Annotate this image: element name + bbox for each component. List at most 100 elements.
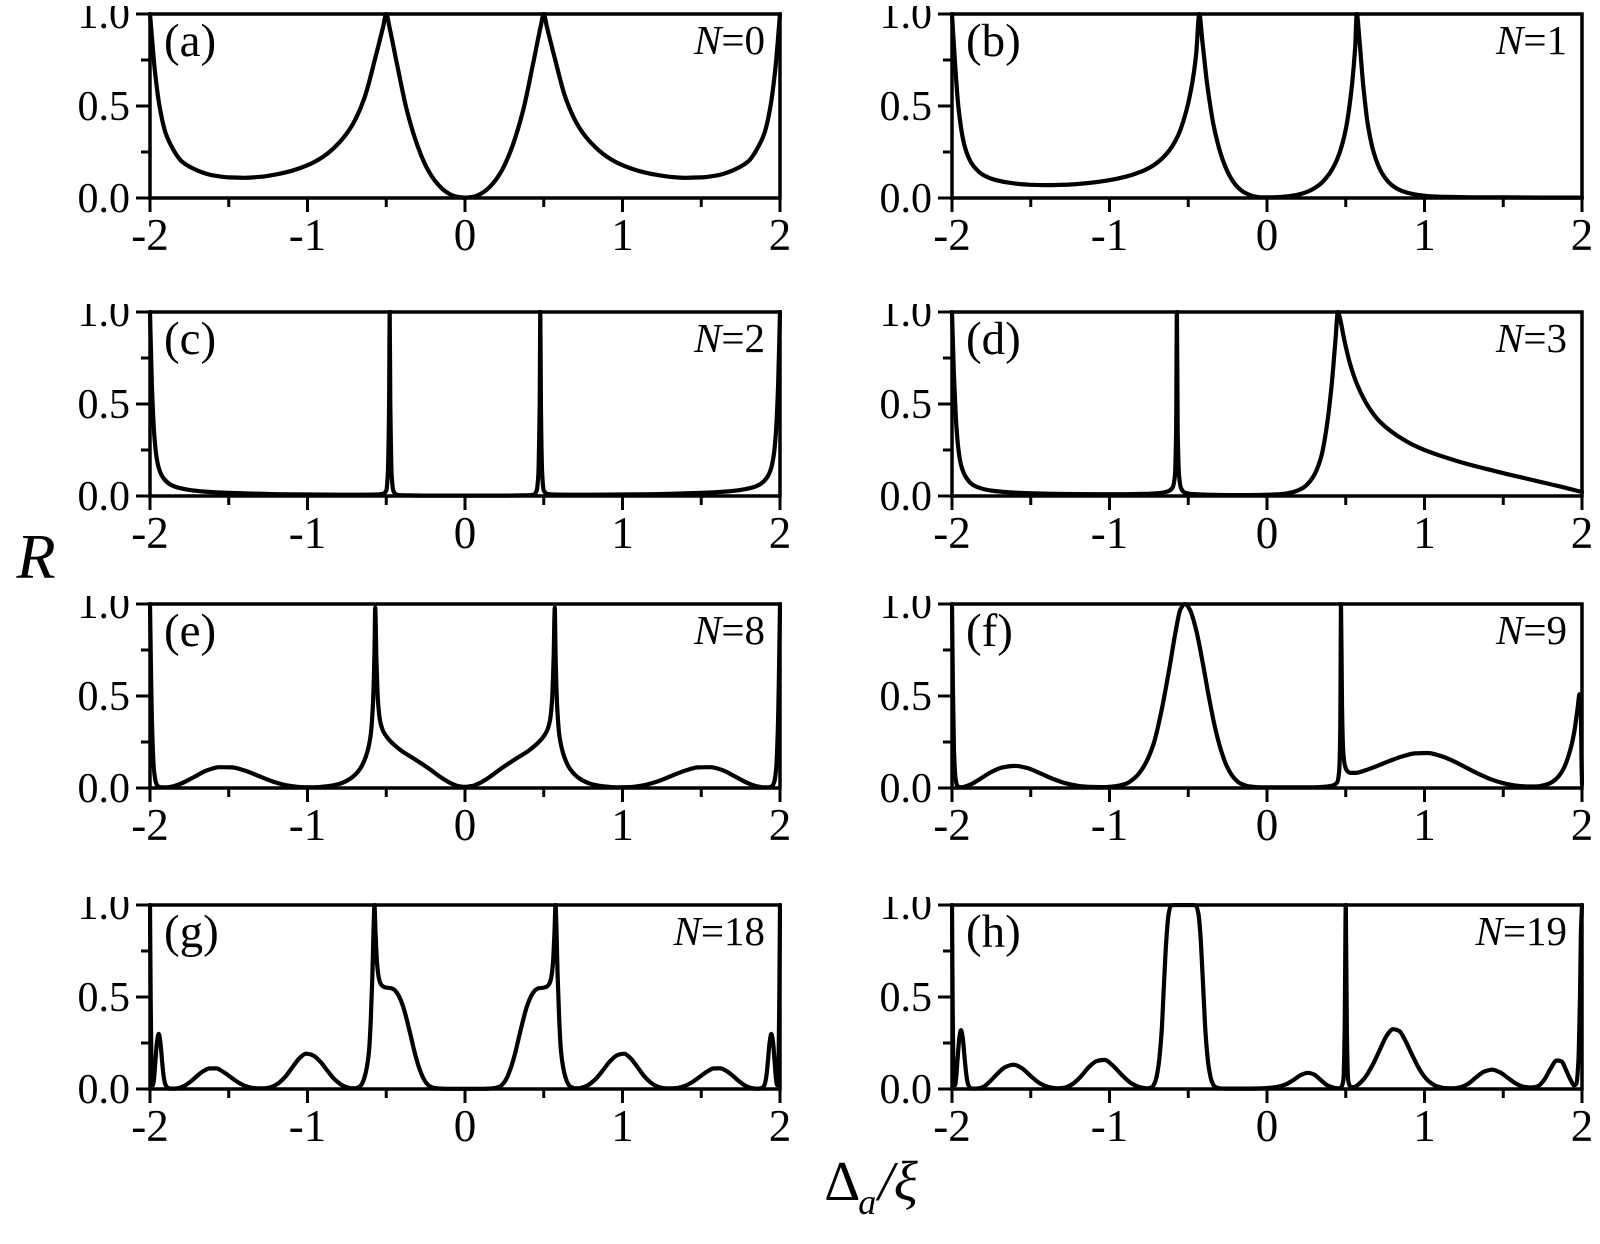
x-axis-label: Δa/ξ	[771, 1151, 971, 1222]
panel-d-annotation: N=3	[1496, 318, 1567, 359]
svg-text:1: 1	[1413, 1101, 1436, 1151]
panel-e-letter: (e)	[164, 605, 217, 657]
svg-text:1.0: 1.0	[78, 897, 131, 929]
panel-b-annotation: N=1	[1496, 20, 1567, 61]
svg-text:0.5: 0.5	[880, 674, 933, 720]
svg-text:0.5: 0.5	[880, 84, 933, 130]
svg-text:1.0: 1.0	[880, 596, 933, 628]
svg-text:2: 2	[769, 800, 792, 850]
n-value: =2	[721, 315, 765, 361]
svg-text:1: 1	[611, 210, 634, 260]
svg-text:1: 1	[611, 800, 634, 850]
svg-text:0.5: 0.5	[78, 84, 131, 130]
svg-text:-1: -1	[289, 508, 327, 558]
panel-d-plot: -2 -1 0 1 2 0.0 0.5 1.0	[880, 304, 1594, 558]
svg-text:0.0: 0.0	[78, 766, 131, 812]
panel-h-annotation: N=19	[1476, 911, 1567, 952]
svg-text:2: 2	[1571, 210, 1594, 260]
svg-text:0.5: 0.5	[78, 382, 131, 428]
panel-h: -2 -1 0 1 2 0.0 0.5 1.0 (h) N=19	[877, 897, 1600, 1159]
svg-text:-1: -1	[289, 1101, 327, 1151]
n-symbol: N	[1496, 315, 1524, 361]
svg-text:-1: -1	[1091, 210, 1129, 260]
svg-text:0: 0	[454, 210, 477, 260]
n-symbol: N	[1496, 607, 1524, 653]
svg-text:-2: -2	[933, 1101, 971, 1151]
svg-text:1: 1	[611, 508, 634, 558]
svg-text:0.5: 0.5	[880, 382, 933, 428]
n-symbol: N	[1475, 908, 1503, 954]
panel-b: -2 -1 0 1 2 0.0 0.5 1.0 (b) N=1	[877, 6, 1600, 268]
svg-text:2: 2	[769, 508, 792, 558]
svg-text:0.5: 0.5	[78, 975, 131, 1021]
svg-text:1.0: 1.0	[78, 304, 131, 336]
svg-text:-2: -2	[131, 508, 169, 558]
panel-h-plot: -2 -1 0 1 2 0.0 0.5 1.0	[880, 897, 1594, 1151]
panel-b-letter: (b)	[966, 15, 1021, 67]
panel-e-plot: -2 -1 0 1 2 0.0 0.5 1.0	[78, 596, 792, 850]
panel-a-letter: (a)	[164, 15, 217, 67]
svg-text:2: 2	[1571, 1101, 1594, 1151]
panel-g-plot: -2 -1 0 1 2 0.0 0.5 1.0	[78, 897, 792, 1151]
panel-a-annotation: N=0	[694, 20, 765, 61]
panel-f-annotation: N=9	[1496, 610, 1567, 651]
svg-text:1.0: 1.0	[78, 596, 131, 628]
svg-text:-2: -2	[933, 210, 971, 260]
svg-text:2: 2	[1571, 800, 1594, 850]
x-axis-label-subscript: a	[858, 1182, 877, 1222]
svg-text:0.0: 0.0	[78, 474, 131, 520]
n-symbol: N	[694, 315, 722, 361]
svg-text:-2: -2	[933, 508, 971, 558]
svg-text:-1: -1	[1091, 800, 1129, 850]
panel-g-letter: (g)	[164, 906, 219, 958]
panel-f: -2 -1 0 1 2 0.0 0.5 1.0 (f) N=9	[877, 596, 1600, 858]
svg-text:0.5: 0.5	[880, 975, 933, 1021]
svg-text:-2: -2	[131, 1101, 169, 1151]
n-value: =18	[700, 908, 765, 954]
n-value: =1	[1523, 17, 1567, 63]
panel-c-plot: -2 -1 0 1 2 0.0 0.5 1.0	[78, 304, 792, 558]
svg-text:0: 0	[1256, 800, 1279, 850]
n-symbol: N	[694, 607, 722, 653]
panel-d: -2 -1 0 1 2 0.0 0.5 1.0 (d) N=3	[877, 304, 1600, 566]
n-value: =3	[1523, 315, 1567, 361]
panel-e-annotation: N=8	[694, 610, 765, 651]
svg-text:0.5: 0.5	[78, 674, 131, 720]
n-symbol: N	[1496, 17, 1524, 63]
svg-text:1: 1	[1413, 800, 1436, 850]
panel-e: -2 -1 0 1 2 0.0 0.5 1.0 (e) N=8	[75, 596, 815, 858]
svg-text:-1: -1	[289, 210, 327, 260]
n-value: =8	[721, 607, 765, 653]
svg-text:0: 0	[1256, 210, 1279, 260]
svg-text:1: 1	[611, 1101, 634, 1151]
svg-text:-1: -1	[1091, 1101, 1129, 1151]
svg-text:0: 0	[454, 1101, 477, 1151]
svg-text:0: 0	[1256, 1101, 1279, 1151]
panel-c-letter: (c)	[164, 313, 217, 365]
svg-text:1: 1	[1413, 508, 1436, 558]
svg-text:1.0: 1.0	[78, 6, 131, 38]
panel-g-annotation: N=18	[674, 911, 765, 952]
panel-g: -2 -1 0 1 2 0.0 0.5 1.0 (g) N=18	[75, 897, 815, 1159]
svg-text:-1: -1	[289, 800, 327, 850]
panel-b-plot: -2 -1 0 1 2 0.0 0.5 1.0	[880, 6, 1594, 260]
panel-a-plot: -2 -1 0 1 2 0.0 0.5 1.0	[78, 6, 792, 260]
panel-c-annotation: N=2	[694, 318, 765, 359]
x-axis-label-tail: /ξ	[878, 1151, 918, 1213]
svg-text:1.0: 1.0	[880, 304, 933, 336]
svg-text:1.0: 1.0	[880, 6, 933, 38]
panel-f-letter: (f)	[966, 605, 1013, 657]
n-value: =9	[1523, 607, 1567, 653]
svg-text:0: 0	[454, 508, 477, 558]
svg-text:0: 0	[454, 800, 477, 850]
svg-text:2: 2	[769, 210, 792, 260]
n-value: =19	[1502, 908, 1567, 954]
svg-text:-1: -1	[1091, 508, 1129, 558]
panel-f-plot: -2 -1 0 1 2 0.0 0.5 1.0	[880, 596, 1594, 850]
y-axis-label: R	[16, 521, 56, 592]
svg-text:1.0: 1.0	[880, 897, 933, 929]
panel-h-letter: (h)	[966, 906, 1021, 958]
svg-text:2: 2	[769, 1101, 792, 1151]
svg-text:0: 0	[1256, 508, 1279, 558]
